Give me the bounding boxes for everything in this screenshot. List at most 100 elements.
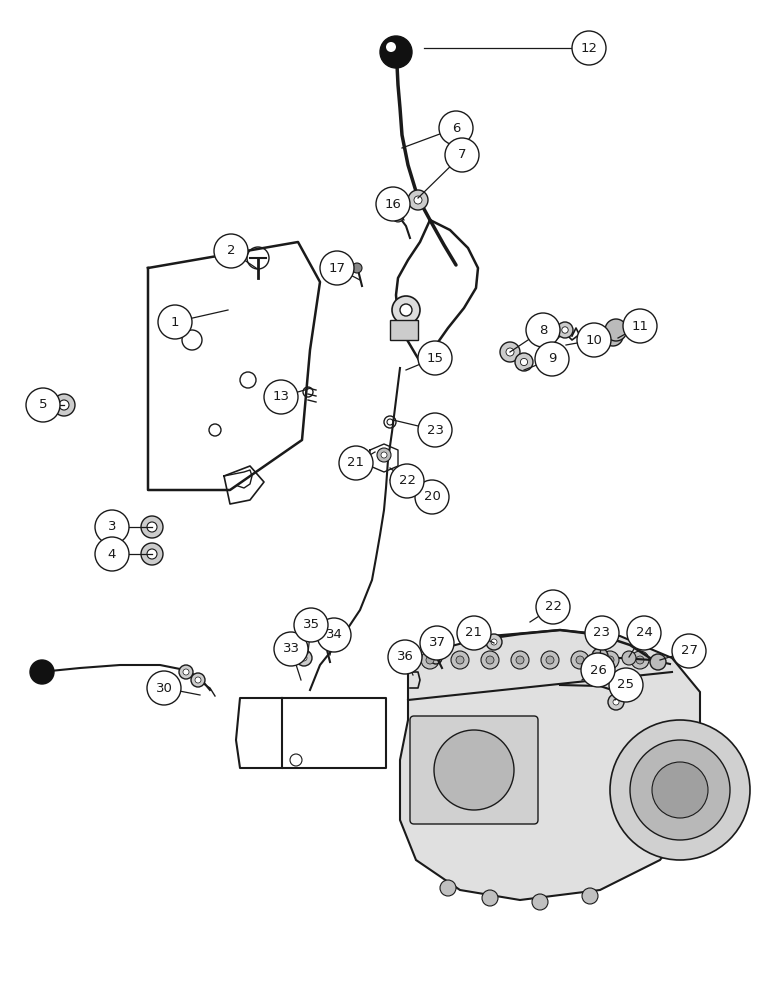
Circle shape bbox=[376, 187, 410, 221]
Circle shape bbox=[630, 740, 730, 840]
Text: 6: 6 bbox=[452, 121, 460, 134]
Circle shape bbox=[520, 358, 527, 366]
Text: 5: 5 bbox=[39, 398, 47, 412]
Circle shape bbox=[672, 634, 706, 668]
Circle shape bbox=[147, 671, 181, 705]
Circle shape bbox=[491, 639, 497, 645]
Circle shape bbox=[537, 326, 543, 334]
Circle shape bbox=[597, 653, 603, 659]
Circle shape bbox=[388, 640, 422, 674]
Text: 22: 22 bbox=[398, 475, 415, 488]
Circle shape bbox=[294, 608, 328, 642]
Circle shape bbox=[650, 654, 666, 670]
Text: 21: 21 bbox=[466, 626, 482, 640]
Circle shape bbox=[622, 651, 636, 665]
Circle shape bbox=[541, 651, 559, 669]
Circle shape bbox=[562, 327, 568, 333]
Circle shape bbox=[572, 31, 606, 65]
Circle shape bbox=[179, 665, 193, 679]
Circle shape bbox=[191, 673, 205, 687]
Circle shape bbox=[264, 380, 298, 414]
Circle shape bbox=[532, 894, 548, 910]
Circle shape bbox=[141, 516, 163, 538]
Circle shape bbox=[631, 651, 649, 669]
Circle shape bbox=[400, 304, 412, 316]
Circle shape bbox=[421, 651, 439, 669]
Circle shape bbox=[195, 677, 201, 683]
Circle shape bbox=[386, 42, 396, 52]
Circle shape bbox=[515, 353, 533, 371]
Circle shape bbox=[439, 111, 473, 145]
Circle shape bbox=[381, 452, 387, 458]
Text: 3: 3 bbox=[108, 520, 117, 534]
Circle shape bbox=[481, 651, 499, 669]
Circle shape bbox=[440, 880, 456, 896]
Text: 9: 9 bbox=[548, 353, 556, 365]
Text: 17: 17 bbox=[329, 261, 346, 274]
Text: 16: 16 bbox=[384, 198, 401, 211]
Circle shape bbox=[511, 651, 529, 669]
Text: 25: 25 bbox=[618, 678, 635, 692]
Circle shape bbox=[544, 347, 560, 363]
Circle shape bbox=[418, 341, 452, 375]
Text: 27: 27 bbox=[680, 645, 697, 658]
Circle shape bbox=[627, 616, 661, 650]
Circle shape bbox=[141, 543, 163, 565]
Circle shape bbox=[377, 448, 391, 462]
Circle shape bbox=[392, 296, 420, 324]
Circle shape bbox=[535, 342, 569, 376]
Circle shape bbox=[557, 322, 573, 338]
Circle shape bbox=[601, 651, 619, 669]
Text: 12: 12 bbox=[581, 41, 598, 54]
Circle shape bbox=[482, 890, 498, 906]
Circle shape bbox=[652, 762, 708, 818]
Circle shape bbox=[500, 342, 520, 362]
Circle shape bbox=[30, 660, 54, 684]
Text: 36: 36 bbox=[397, 650, 414, 664]
Circle shape bbox=[613, 699, 619, 705]
Circle shape bbox=[536, 590, 570, 624]
Text: 4: 4 bbox=[108, 548, 117, 560]
Text: 23: 23 bbox=[594, 626, 611, 640]
Circle shape bbox=[274, 632, 308, 666]
Circle shape bbox=[516, 656, 524, 664]
Circle shape bbox=[317, 618, 351, 652]
Circle shape bbox=[636, 656, 644, 664]
Circle shape bbox=[53, 394, 75, 416]
Circle shape bbox=[147, 522, 157, 532]
Circle shape bbox=[418, 413, 452, 447]
Circle shape bbox=[445, 138, 479, 172]
Circle shape bbox=[380, 36, 412, 68]
Text: 11: 11 bbox=[631, 320, 648, 332]
Circle shape bbox=[392, 210, 404, 222]
Circle shape bbox=[95, 537, 129, 571]
Circle shape bbox=[415, 480, 449, 514]
Circle shape bbox=[352, 263, 362, 273]
Circle shape bbox=[608, 694, 624, 710]
Circle shape bbox=[456, 656, 464, 664]
Circle shape bbox=[457, 616, 491, 650]
Text: 26: 26 bbox=[590, 664, 607, 676]
Circle shape bbox=[414, 196, 422, 204]
Circle shape bbox=[26, 388, 60, 422]
Circle shape bbox=[592, 648, 608, 664]
Circle shape bbox=[390, 464, 424, 498]
Circle shape bbox=[486, 656, 494, 664]
Text: 15: 15 bbox=[426, 352, 443, 364]
Circle shape bbox=[420, 626, 454, 660]
Circle shape bbox=[506, 348, 514, 356]
Circle shape bbox=[158, 305, 192, 339]
Circle shape bbox=[531, 321, 549, 339]
Text: 34: 34 bbox=[326, 629, 343, 642]
Circle shape bbox=[301, 655, 307, 661]
Text: 37: 37 bbox=[428, 637, 445, 650]
Circle shape bbox=[576, 656, 584, 664]
Circle shape bbox=[59, 400, 69, 410]
Circle shape bbox=[434, 730, 514, 810]
Circle shape bbox=[571, 651, 589, 669]
Circle shape bbox=[609, 668, 643, 702]
Circle shape bbox=[546, 656, 554, 664]
Circle shape bbox=[296, 650, 312, 666]
Text: 10: 10 bbox=[586, 334, 602, 347]
Circle shape bbox=[577, 323, 611, 357]
